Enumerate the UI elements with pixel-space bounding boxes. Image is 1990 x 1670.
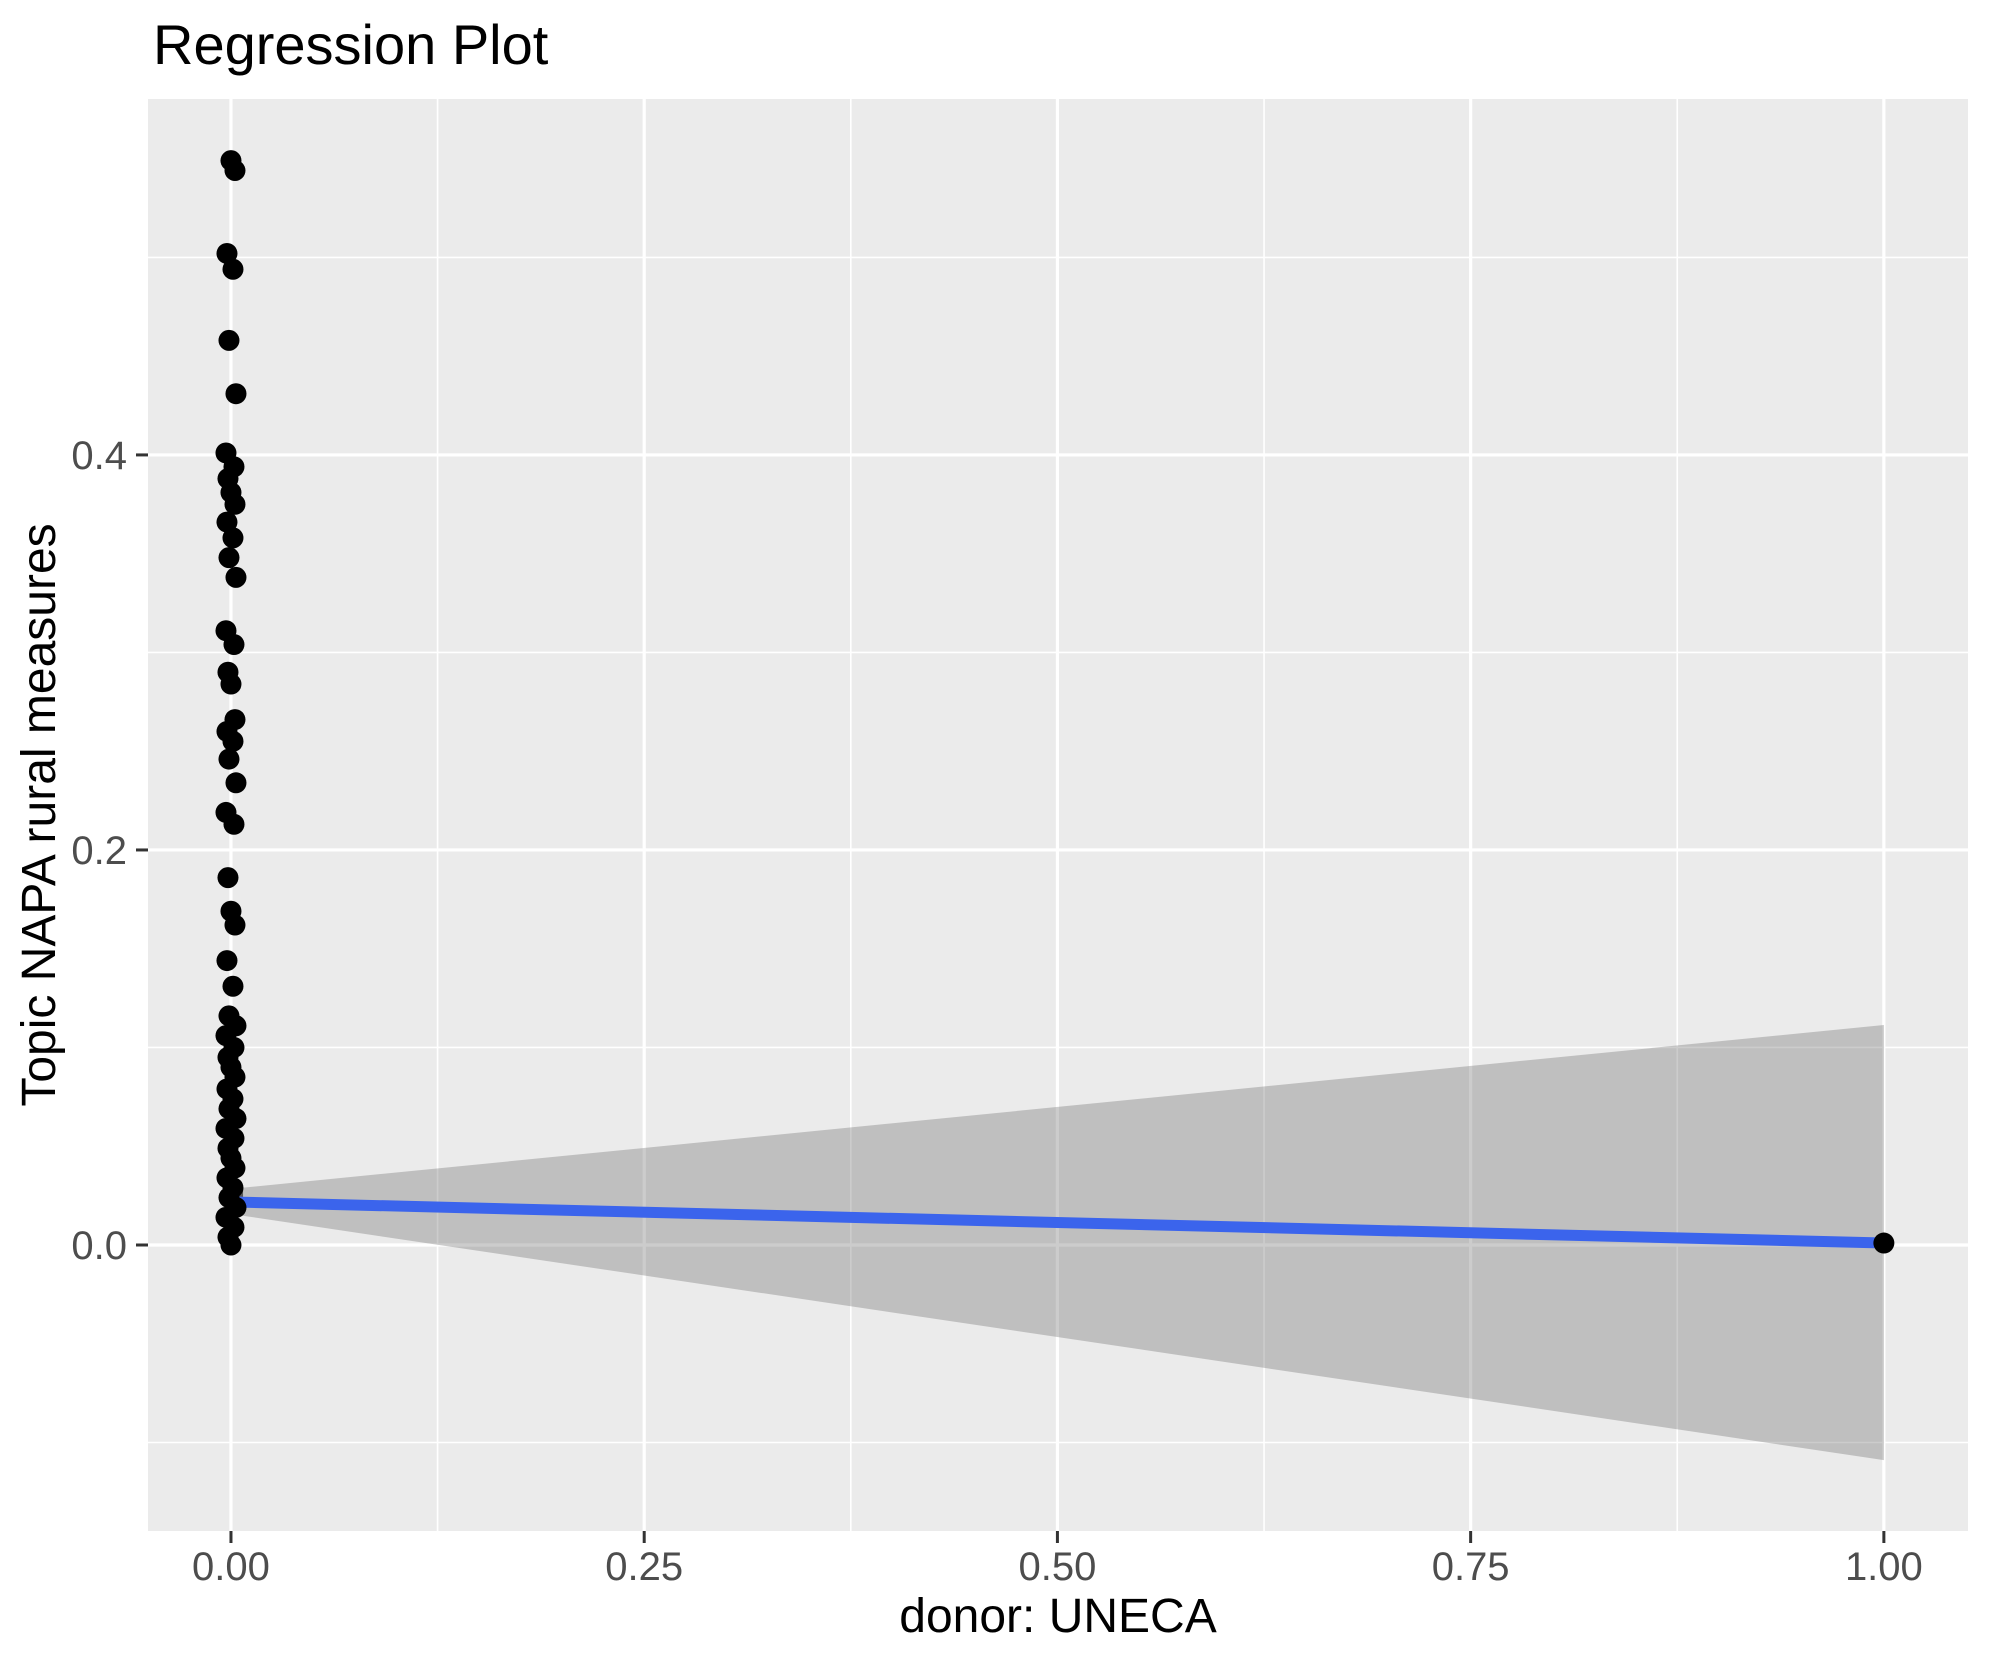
regression-line-segment [230, 1196, 1885, 1249]
y-axis-tick-label: 0.4 [71, 434, 127, 478]
scatter-point [222, 975, 244, 997]
scatter-point [224, 914, 246, 936]
y-axis-tick-label: 0.2 [71, 829, 127, 873]
x-axis-tick-label: 0.50 [1018, 1545, 1096, 1589]
scatter-point [225, 566, 247, 588]
scatter-point [217, 867, 239, 889]
scatter-point [224, 160, 246, 182]
scatter-point [216, 950, 238, 972]
x-axis-tick-labels: 0.00 0.25 0.50 0.75 1.00 [192, 1545, 1923, 1589]
scatter-point [222, 258, 244, 280]
scatter-point [218, 748, 240, 770]
plot-title: Regression Plot [153, 13, 549, 76]
scatter-point [218, 329, 240, 351]
axis-tick-marks [136, 453, 1886, 1543]
confidence-band-polygon [230, 1024, 1884, 1461]
x-axis-tick-label: 0.25 [605, 1545, 683, 1589]
x-axis-tick-label: 0.75 [1432, 1545, 1510, 1589]
scatter-point [223, 813, 245, 835]
scatter-point [222, 730, 244, 752]
scatter-point [218, 547, 240, 569]
scatter-point [225, 383, 247, 405]
scatter-point [225, 772, 247, 794]
y-axis-tick-labels: 0.0 0.2 0.4 [71, 434, 127, 1268]
y-axis-tick-label: 0.0 [71, 1224, 127, 1268]
scatter-point [220, 1234, 242, 1256]
x-axis-tick-label: 0.00 [192, 1545, 270, 1589]
scatter-point [222, 527, 244, 549]
scatter-point [224, 493, 246, 515]
scatter-point [216, 242, 238, 264]
x-axis-tick-label: 1.00 [1845, 1545, 1923, 1589]
scatter-point [223, 634, 245, 656]
y-axis-title: Topic NAPA rural measures [13, 523, 66, 1106]
scatter-point [220, 673, 242, 695]
major-gridlines [148, 99, 1968, 1531]
scatter-points [215, 150, 1895, 1256]
scatter-point [216, 511, 238, 533]
regression-line [230, 1196, 1885, 1249]
scatter-point [1873, 1232, 1895, 1254]
x-axis-title: donor: UNECA [899, 1590, 1216, 1643]
